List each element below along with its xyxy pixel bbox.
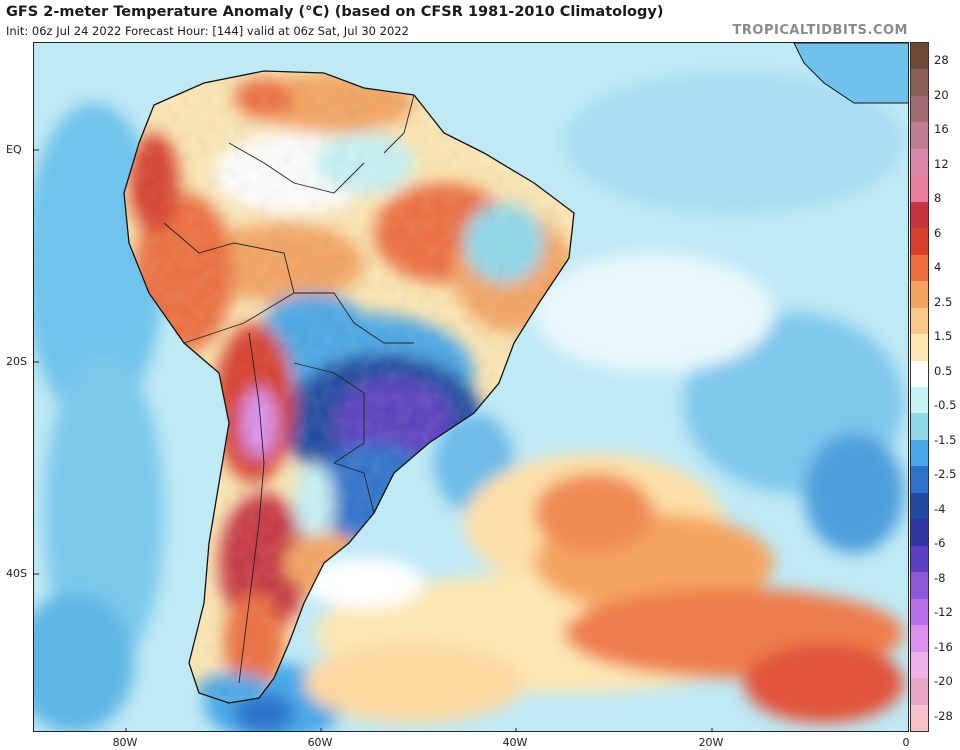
colorbar-cell [911,439,928,467]
colorbar [910,42,929,732]
colorbar-cell [911,69,928,97]
colorbar-cell [911,201,928,229]
colorbar-label: 6 [934,225,942,240]
colorbar-label: 16 [934,122,949,137]
colorbar-label: 4 [934,260,942,275]
colorbar-cell [911,387,928,414]
colorbar-cell [911,281,928,309]
africa-coast [793,43,908,104]
colorbar-label: 0.5 [934,363,953,378]
colorbar-cell [911,360,928,388]
colorbar-label: -2.5 [934,467,957,482]
lon-label-0: 0 [902,736,910,749]
colorbar-cell [911,545,928,573]
colorbar-label: -0.5 [934,398,957,413]
graticule-ticks [34,149,713,731]
continent-coastline [123,70,575,704]
lon-label-20w: 20W [698,736,724,749]
colorbar-label: -20 [934,674,953,689]
colorbar-label: -28 [934,709,953,723]
colorbar-cell [911,519,928,547]
colorbar-label: 8 [934,191,942,206]
colorbar-label: 1.5 [934,329,953,344]
lon-label-40w: 40W [502,736,528,749]
colorbar-label: 28 [934,53,949,67]
colorbar-label: -16 [934,639,953,654]
colorbar-cell [911,466,928,494]
colorbar-cell [911,43,928,70]
colorbar-cell [911,228,928,256]
colorbar-label: 12 [934,156,949,171]
map-subtitle: Init: 06z Jul 24 2022 Forecast Hour: [14… [6,24,409,38]
colorbar-cell [911,122,928,150]
anomaly-field [34,43,908,731]
colorbar-cell [911,334,928,362]
colorbar-cell [911,598,928,626]
colorbar-label: -6 [934,536,946,551]
lat-label-eq: EQ [6,143,22,156]
colorbar-cell [911,95,928,123]
colorbar-label: -12 [934,605,953,620]
colorbar-cell [911,413,928,441]
colorbar-cell [911,572,928,600]
colorbar-cell [911,254,928,282]
colorbar-label: 20 [934,87,949,102]
colorbar-cell [911,492,928,520]
country-borders [163,94,415,684]
ocean-anomalies [34,73,904,731]
map-canvas [33,42,909,732]
colorbar-cell [911,625,928,653]
brand-watermark[interactable]: TROPICALTIDBITS.COM [732,23,908,38]
colorbar-cell [911,704,928,732]
colorbar-cell [911,678,928,706]
colorbar-label: -8 [934,570,946,585]
lon-label-80w: 80W [112,736,138,749]
colorbar-label: -1.5 [934,432,957,447]
map-title: GFS 2-meter Temperature Anomaly (°C) (ba… [6,4,664,20]
colorbar-cell [911,651,928,679]
colorbar-cell [911,175,928,203]
lon-label-60w: 60W [307,736,333,749]
colorbar-cell [911,307,928,335]
colorbar-label: -4 [934,501,946,516]
lat-label-20s: 20S [6,355,27,368]
lat-label-40s: 40S [6,567,27,580]
colorbar-cell [911,148,928,176]
colorbar-label: 2.5 [934,294,953,309]
